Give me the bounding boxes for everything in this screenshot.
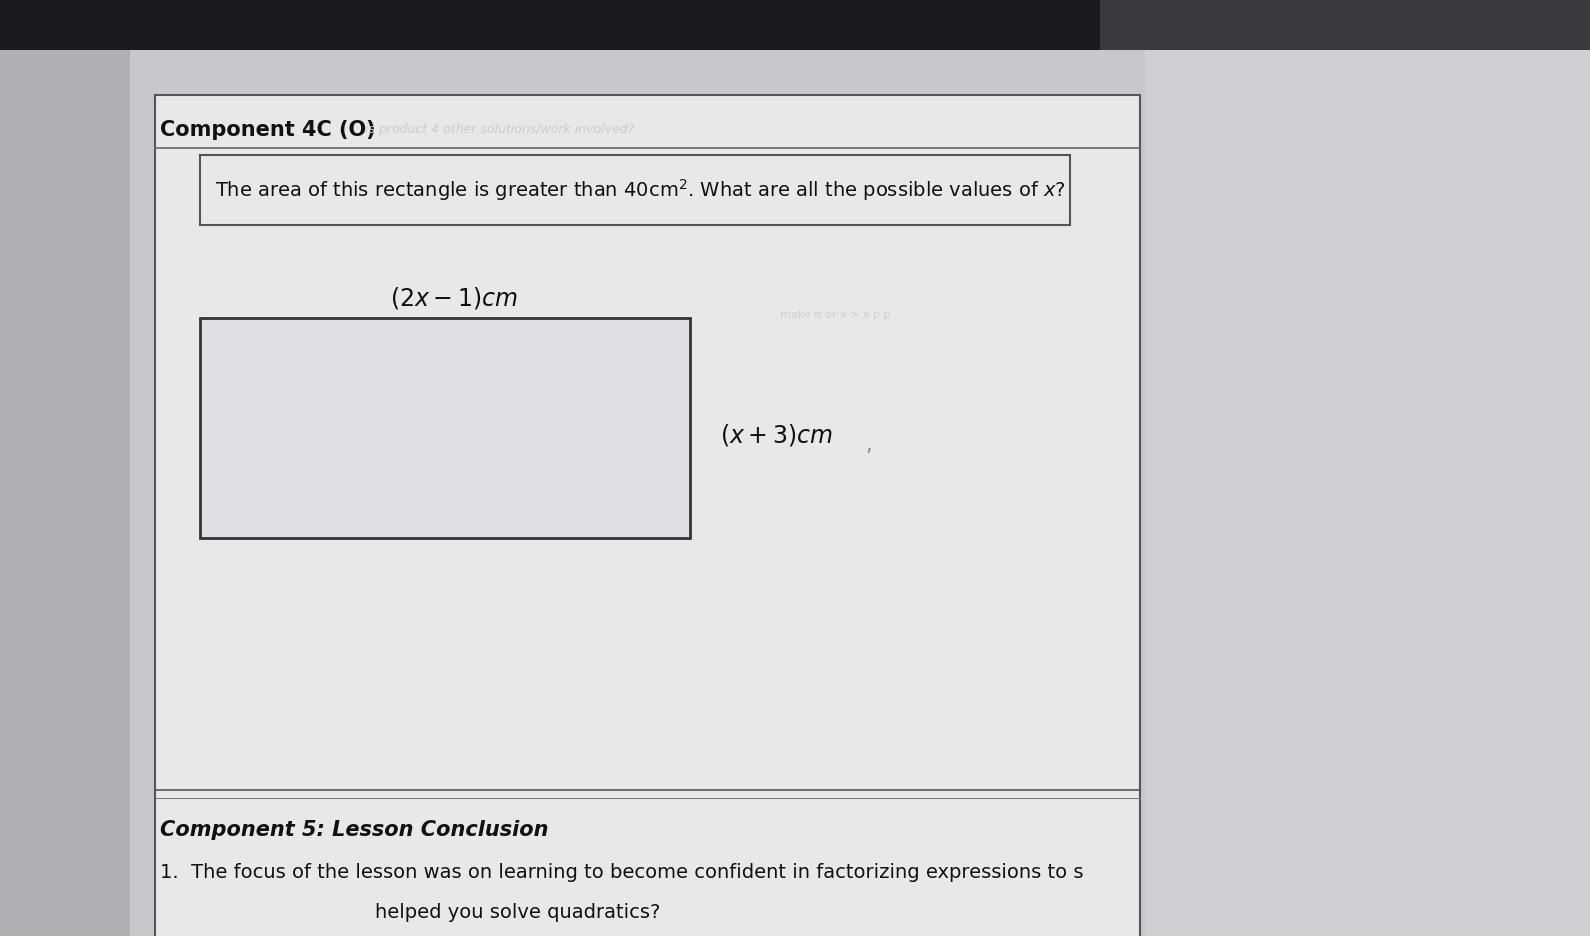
Bar: [1145, 50, 1590, 936]
Bar: [0, 0, 1590, 55]
Text: $(x + 3)$cm: $(x + 3)$cm: [720, 422, 833, 448]
Bar: [0, 50, 130, 936]
Bar: [154, 95, 1140, 936]
Bar: [200, 318, 690, 538]
Text: Component 4C (O): Component 4C (O): [161, 120, 375, 140]
Bar: [200, 155, 1070, 225]
Text: 1.  The focus of the lesson was on learning to become confident in factorizing e: 1. The focus of the lesson was on learni…: [161, 862, 1083, 882]
Text: x: x: [781, 430, 787, 440]
Bar: [1100, 0, 1590, 55]
Text: helped you solve quadratics?: helped you solve quadratics?: [375, 902, 660, 922]
Text: is product 4 other solutions/work involved?: is product 4 other solutions/work involv…: [366, 124, 634, 137]
Text: ,: ,: [865, 435, 871, 455]
Text: Component 5: Lesson Conclusion: Component 5: Lesson Conclusion: [161, 820, 549, 840]
Text: make it or x > x p p: make it or x > x p p: [781, 310, 890, 320]
Text: $(2x - 1)$cm: $(2x - 1)$cm: [390, 285, 518, 311]
Text: The area of this rectangle is greater than 40cm$^2$. What are all the possible v: The area of this rectangle is greater th…: [215, 177, 1065, 203]
